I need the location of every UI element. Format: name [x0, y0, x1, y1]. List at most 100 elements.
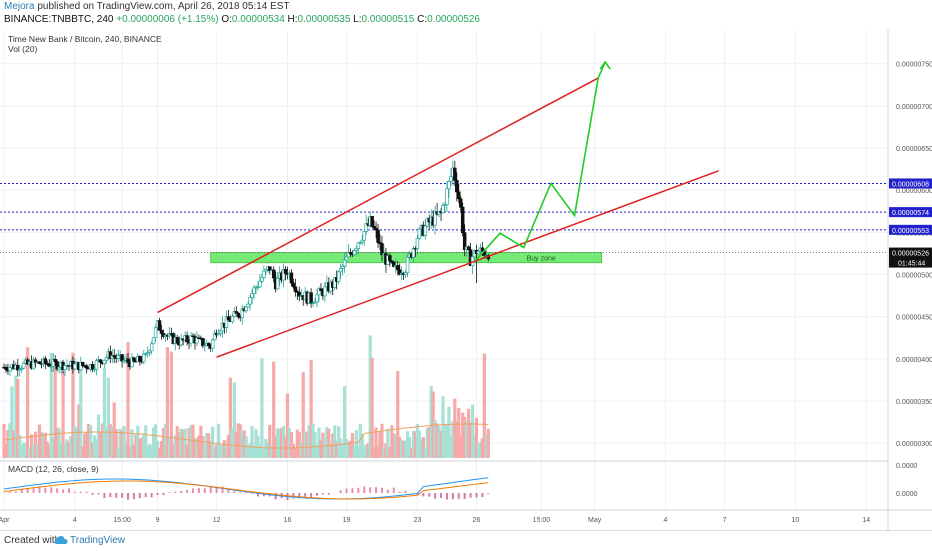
candle-body	[467, 247, 470, 250]
footer-bar: Created with TradingView	[0, 530, 932, 551]
candle-body	[247, 304, 250, 307]
macd-legend: MACD (12, 26, close, 9)	[8, 464, 99, 474]
candle-body	[95, 361, 98, 369]
macd-hist-bar	[44, 488, 46, 493]
candle-body	[245, 307, 248, 311]
marked-level-label: 0.00000574	[892, 210, 929, 217]
candle-body	[406, 257, 409, 272]
macd-hist-bar	[357, 488, 359, 493]
time-tick-label: 26	[473, 517, 481, 524]
candle-body	[294, 287, 297, 292]
time-tick-label: Apr	[0, 517, 10, 524]
countdown-label: 01:45:44	[898, 261, 925, 268]
time-tick-label: 4	[73, 517, 77, 524]
candle-body	[260, 278, 263, 282]
tradingview-link[interactable]: TradingView	[70, 535, 125, 546]
candle-body	[105, 358, 108, 361]
candle-body	[231, 317, 234, 322]
publish-header: Mejora published on TradingView.com, Apr…	[0, 0, 932, 30]
candle-body	[459, 199, 462, 207]
candle-body	[138, 356, 141, 361]
candle-body	[9, 367, 12, 371]
macd-hist-bar	[381, 488, 383, 493]
candle-body	[133, 358, 136, 362]
candle-body	[353, 250, 356, 254]
candle-body	[337, 272, 340, 282]
macd-hist-bar	[180, 491, 182, 493]
macd-hist-bar	[316, 493, 318, 496]
candle-body	[477, 251, 480, 253]
macd-hist-bar	[86, 492, 88, 493]
macd-hist-bar	[452, 493, 454, 499]
candle-body	[154, 328, 157, 338]
candle-body	[186, 336, 189, 342]
macd-hist-bar	[446, 493, 448, 500]
candle-body	[272, 270, 275, 278]
ohlc-line: BINANCE:TNBBTC, 240 +0.00000006 (+1.15%)…	[4, 14, 480, 25]
macd-hist-bar	[168, 492, 170, 493]
candle-body	[453, 168, 456, 180]
macd-hist-bar	[375, 487, 377, 493]
macd-hist-bar	[56, 488, 58, 493]
macd-hist-bar	[198, 488, 200, 493]
candle-body	[44, 359, 47, 364]
time-tick-label: 15:00	[113, 517, 131, 524]
macd-hist-bar	[186, 490, 188, 493]
candle-body	[449, 177, 452, 182]
candle-body	[323, 287, 326, 296]
macd-hist-bar	[62, 489, 64, 493]
candle-body	[152, 338, 155, 344]
macd-hist-bar	[399, 492, 401, 493]
macd-hist-bar	[233, 491, 235, 493]
author-link[interactable]: Mejora	[4, 1, 35, 12]
candle-body	[207, 343, 210, 345]
candle-body	[103, 360, 106, 363]
candle-body	[310, 293, 313, 303]
high-value: 0.00000535	[298, 14, 351, 25]
price-tick-label: 0.00000300	[896, 441, 932, 448]
open-label: O:	[221, 14, 232, 25]
publish-text: published on TradingView.com, April 26, …	[37, 1, 289, 12]
macd-hist-bar	[464, 493, 466, 499]
candle-body	[357, 243, 360, 248]
time-tick-label: 4	[664, 517, 668, 524]
open-value: 0.00000534	[232, 14, 285, 25]
price-tick-label: 0.00000750	[896, 62, 932, 69]
candle-body	[251, 294, 254, 298]
tradingview-cloud-icon	[54, 534, 68, 546]
price-tick-label: 0.00000450	[896, 315, 932, 322]
macd-hist-bar	[487, 493, 489, 494]
candle-body	[85, 366, 88, 369]
price-chart[interactable]: Buy zone 0.000007500.000007000.000006500…	[0, 30, 932, 530]
macd-hist-bar	[239, 492, 241, 493]
macd-hist-bar	[322, 493, 324, 494]
created-with-label: Created with	[4, 535, 60, 546]
candle-body	[127, 359, 130, 362]
macd-tick-label: 0.0000	[896, 463, 918, 470]
candle-body	[448, 181, 451, 188]
low-value: 0.00000515	[362, 14, 415, 25]
candle-body	[461, 207, 464, 233]
macd-hist-bar	[440, 493, 442, 498]
macd-hist-bar	[422, 493, 424, 496]
macd-hist-bar	[92, 493, 94, 495]
macd-hist-bar	[363, 486, 365, 493]
macd-hist-bar	[475, 493, 477, 498]
price-tick-label: 0.00000600	[896, 188, 932, 195]
volume-bar	[170, 351, 173, 458]
time-tick-label: May	[588, 517, 602, 524]
candle-body	[249, 297, 252, 304]
macd-hist-bar	[103, 493, 105, 498]
macd-hist-bar	[68, 488, 70, 493]
candle-body	[345, 257, 348, 260]
candle-body	[99, 360, 102, 362]
publish-info: Mejora published on TradingView.com, Apr…	[4, 1, 290, 12]
macd-hist-bar	[428, 493, 430, 497]
macd-hist-bar	[15, 492, 17, 493]
macd-hist-bar	[97, 493, 99, 494]
time-tick-label: 12	[213, 517, 221, 524]
candle-body	[371, 216, 374, 226]
price-tick-label: 0.00000700	[896, 104, 932, 111]
candle-body	[150, 344, 153, 351]
